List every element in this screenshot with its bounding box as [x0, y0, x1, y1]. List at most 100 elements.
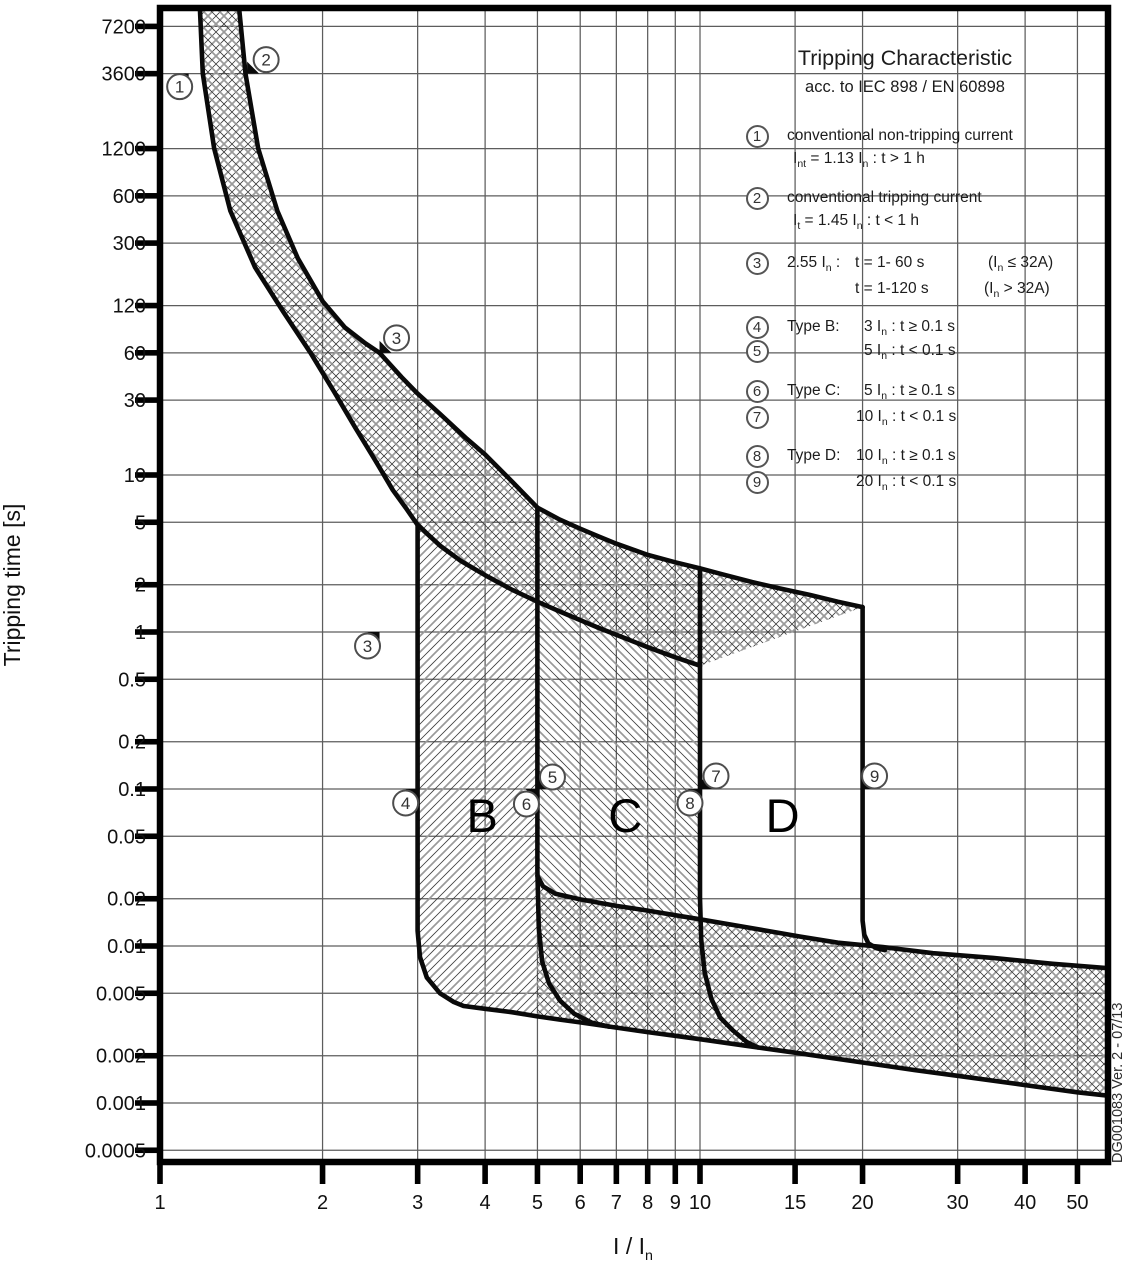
x-tick-label: 20: [851, 1192, 873, 1214]
legend-marker-circle-5: 5: [745, 339, 769, 363]
y-tick-label: 10: [124, 465, 146, 487]
y-tick-label: 0.005: [96, 983, 146, 1005]
x-tick-label: 6: [575, 1192, 586, 1214]
marker-circle-1: [166, 73, 194, 101]
marker-circle-4: [392, 789, 420, 817]
y-tick-label: 0.001: [96, 1093, 146, 1115]
legend-marker-circle-4: 4: [745, 315, 769, 339]
curve-10In-boundary: [697, 566, 761, 1050]
x-tick-label: 40: [1014, 1192, 1036, 1214]
marker-number: 3: [363, 637, 372, 656]
axes: 7200360012006003001206030105210.50.20.10…: [85, 4, 1112, 1214]
y-axis-title: Tripping time [s]: [0, 504, 25, 667]
legend-marker-circle-1: 1: [745, 124, 769, 148]
chart-subtitle: acc. to IEC 898 / EN 60898: [805, 78, 1005, 96]
document-reference-note: DG001083 Ver. 2 - 07/13: [1110, 1003, 1126, 1163]
y-tick-label: 0.5: [118, 669, 146, 691]
legend-text: conventional non-tripping current: [787, 127, 1013, 144]
region-label-c: C: [608, 789, 642, 842]
region-b-fill: [417, 525, 538, 1017]
legend-text: Type B:: [787, 318, 840, 335]
marker-number: 1: [175, 78, 184, 97]
legend-text: conventional tripping current: [787, 189, 982, 206]
hatched-regions: [199, 8, 1108, 1096]
curve-5In-boundary: [535, 505, 612, 1029]
legend-text: It = 1.45 In : t < 1 h: [793, 212, 919, 233]
legend-text: t = 1-120 s: [855, 280, 929, 297]
curve-tripping-1-45In: [236, 8, 865, 610]
legend-marker-circle-7: 7: [745, 405, 769, 429]
marker-flag-icon: [379, 340, 392, 353]
region-c-fill: [537, 507, 758, 1048]
marker-circle-8: [676, 789, 704, 817]
marker-circle-2: [252, 46, 280, 74]
x-tick-label: 2: [317, 1192, 328, 1214]
y-tick-label: 7200: [102, 16, 147, 38]
y-tick-label: 300: [113, 233, 146, 255]
y-tick-label: 2: [135, 575, 146, 597]
legend-marker-circle-9: 9: [745, 470, 769, 494]
curve-band-top: [535, 873, 1108, 971]
legend-text: 10 In : t ≥ 0.1 s: [856, 447, 956, 468]
x-tick-label: 30: [947, 1192, 969, 1214]
x-tick-label: 9: [670, 1192, 681, 1214]
x-tick-label: 10: [689, 1192, 711, 1214]
x-tick-label: 50: [1066, 1192, 1088, 1214]
marker-number: 2: [261, 51, 270, 70]
characteristic-curves: [197, 8, 1108, 1098]
x-tick-label: 15: [784, 1192, 806, 1214]
marker-number: 9: [870, 767, 879, 786]
legend-marker-circle-6: 6: [745, 379, 769, 403]
y-tick-label: 120: [113, 296, 146, 318]
marker-circle-3: [354, 632, 382, 660]
y-tick-label: 0.002: [96, 1046, 146, 1068]
marker-number: 7: [711, 767, 720, 786]
y-tick-label: 60: [124, 343, 146, 365]
y-tick-label: 0.0005: [85, 1140, 146, 1162]
y-tick-label: 600: [113, 186, 146, 208]
legend-text: 5 In : t < 0.1 s: [864, 342, 956, 363]
y-tick-label: 1: [135, 622, 146, 644]
x-tick-label: 1: [154, 1192, 165, 1214]
marker-circle-3: [383, 324, 411, 352]
legend-text: Int = 1.13 In : t > 1 h: [793, 150, 925, 171]
thermal-band-fill: [199, 8, 863, 666]
legend-text: Type C:: [787, 382, 841, 399]
region-label-d: D: [766, 789, 800, 842]
marker-circle-6: [512, 790, 540, 818]
legend-marker-circle-8: 8: [745, 444, 769, 468]
y-tick-label: 5: [135, 512, 146, 534]
legend-text: Type D:: [787, 447, 841, 464]
legend-text: 3 In : t ≥ 0.1 s: [864, 318, 956, 339]
marker-flag-icon: [247, 61, 260, 74]
legend-marker-circle-2: 2: [745, 186, 769, 210]
y-tick-label: 0.1: [118, 779, 146, 801]
marker-number: 5: [548, 768, 557, 787]
marker-circle-9: [861, 762, 889, 790]
x-tick-label: 7: [611, 1192, 622, 1214]
y-tick-label: 0.2: [118, 732, 146, 754]
marker-number: 4: [401, 794, 410, 813]
y-tick-label: 0.01: [107, 936, 146, 958]
region-label-b: B: [466, 789, 497, 842]
y-tick-label: 3600: [102, 64, 147, 86]
legend-text: 10 In : t < 0.1 s: [856, 408, 957, 429]
marker-circle-7: [702, 762, 730, 790]
legend-text: (In ≤ 32A): [988, 254, 1054, 275]
legend-text: t = 1- 60 s: [855, 254, 925, 271]
legend-text: 5 In : t ≥ 0.1 s: [864, 382, 956, 403]
x-tick-label: 5: [532, 1192, 543, 1214]
curve-20In-boundary: [860, 604, 888, 953]
marker-number: 3: [392, 329, 401, 348]
y-tick-label: 0.02: [107, 889, 146, 911]
legend-text: 20 In : t < 0.1 s: [856, 473, 957, 494]
y-tick-label: 1200: [102, 139, 147, 161]
x-tick-label: 3: [412, 1192, 423, 1214]
legend-marker-circle-3: 3: [745, 251, 769, 275]
y-tick-label: 0.05: [107, 826, 146, 848]
legend-text: 2.55 In :: [787, 254, 841, 275]
marker-circle-5: [538, 763, 566, 791]
x-tick-label: 8: [642, 1192, 653, 1214]
